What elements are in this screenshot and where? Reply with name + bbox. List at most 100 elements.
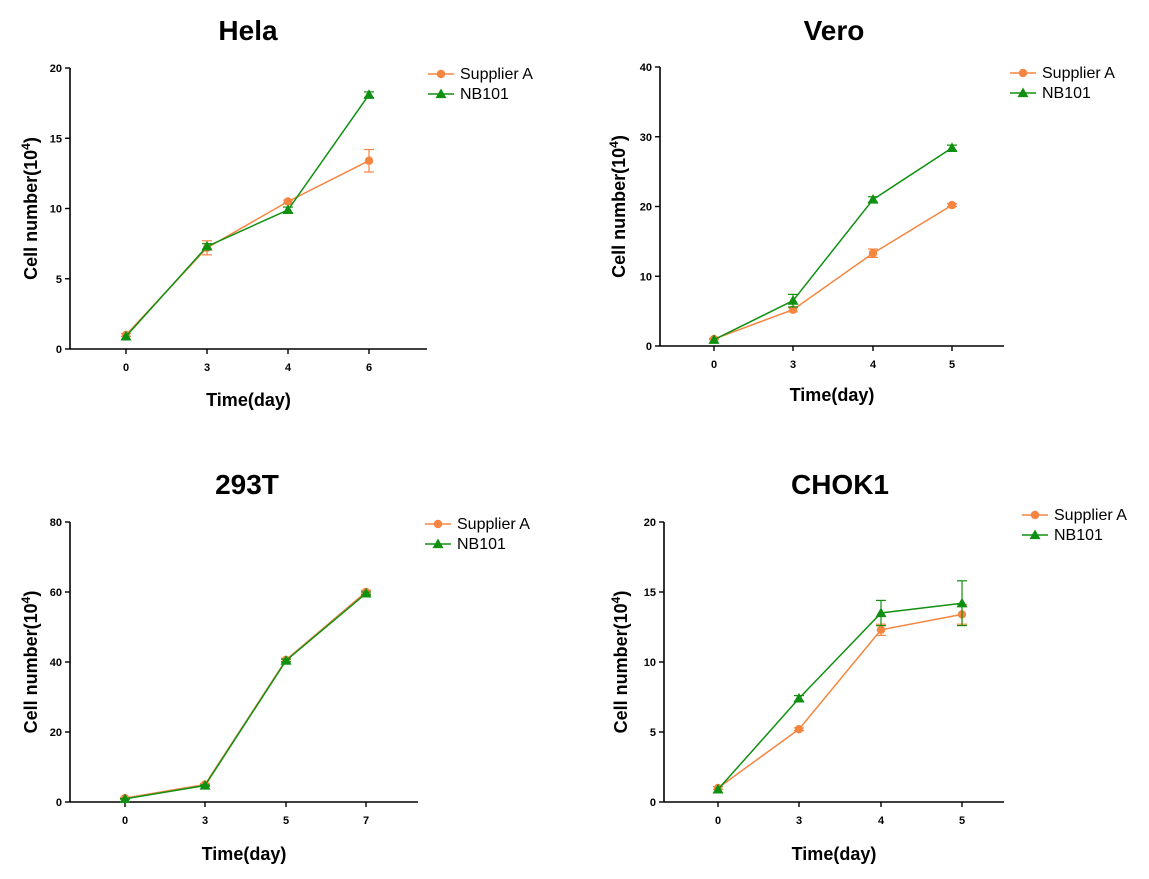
y-tick-label: 10 <box>640 271 652 283</box>
legend-marker <box>433 519 443 529</box>
series-nb101 <box>119 587 372 803</box>
legend-label: Supplier A <box>1054 507 1127 524</box>
data-point <box>119 793 131 803</box>
series-nb101 <box>708 142 958 344</box>
x-axis-label: Time(day) <box>202 844 287 864</box>
legend-marker <box>1030 510 1040 520</box>
data-point <box>787 295 799 305</box>
y-tick-label: 20 <box>50 727 62 739</box>
y-tick-label: 5 <box>650 727 656 739</box>
series-supplier-a <box>713 603 967 793</box>
y-axis-label: Cell number(104) <box>607 135 629 278</box>
data-point <box>120 330 132 341</box>
legend-marker <box>436 69 446 79</box>
legend-label: NB101 <box>1054 527 1103 544</box>
series-line <box>713 204 953 340</box>
data-point <box>712 783 724 794</box>
legend-label: Supplier A <box>1042 65 1115 82</box>
y-tick-label: 15 <box>644 587 656 599</box>
data-point <box>956 597 968 608</box>
x-tick-label: 3 <box>790 359 796 371</box>
data-point <box>794 725 804 734</box>
data-point <box>364 156 374 165</box>
series-line <box>124 592 367 800</box>
series-line <box>125 94 370 337</box>
data-point <box>201 240 213 251</box>
legend-marker <box>1017 87 1029 98</box>
chart-title: Vero <box>804 15 865 46</box>
x-tick-label: 4 <box>285 362 292 374</box>
data-point <box>793 692 805 703</box>
y-tick-label: 0 <box>56 344 62 356</box>
legend: Supplier A NB101 <box>1010 65 1115 102</box>
y-axis-label: Cell number(104) <box>609 591 631 734</box>
series-line <box>125 160 370 336</box>
chart-panel-293t: 293T 0 20 40 60 80 0 3 5 7 Time(day) Cell number(10… <box>19 469 530 864</box>
y-tick-label: 0 <box>56 797 62 809</box>
data-point <box>947 200 957 210</box>
chart-panel-vero: Vero 0 10 20 30 40 0 3 4 5 Time(day) Cell number(10… <box>607 15 1115 405</box>
legend-label: NB101 <box>457 536 506 553</box>
legend-marker <box>432 538 444 549</box>
data-point <box>708 334 720 344</box>
legend-label: Supplier A <box>460 66 533 83</box>
data-point <box>199 780 211 790</box>
legend-label: NB101 <box>460 86 509 103</box>
x-tick-label: 5 <box>959 815 965 827</box>
chart-panel-chok1: CHOK1 0 5 10 15 20 0 3 4 5 Time(day) Cell number(10… <box>609 469 1127 864</box>
data-point <box>788 305 798 314</box>
y-tick-label: 30 <box>640 132 652 144</box>
x-axis-label: Time(day) <box>792 844 877 864</box>
y-axis-label: Cell number(104) <box>19 591 41 734</box>
series-supplier-a <box>121 148 374 340</box>
series-supplier-a <box>709 200 957 344</box>
chart-title: 293T <box>215 469 279 500</box>
x-tick-label: 5 <box>283 815 289 827</box>
x-tick-label: 5 <box>949 359 955 371</box>
data-point <box>946 142 958 153</box>
y-tick-label: 15 <box>50 133 62 145</box>
data-point <box>868 249 878 258</box>
legend-marker <box>435 88 447 99</box>
y-tick-label: 40 <box>50 657 62 669</box>
legend-marker <box>1029 529 1041 540</box>
series-line <box>717 602 963 790</box>
series-line <box>713 147 953 341</box>
legend: Supplier A NB101 <box>428 66 533 103</box>
x-tick-label: 0 <box>711 359 717 371</box>
x-axis-label: Time(day) <box>206 390 291 410</box>
y-tick-label: 20 <box>50 63 62 75</box>
chart-panel-hela: Hela 0 5 10 15 20 0 3 4 6 Time(day) Cell number(104… <box>19 15 533 410</box>
x-tick-label: 4 <box>870 359 877 371</box>
x-tick-label: 4 <box>878 815 885 827</box>
y-axis-label: Cell number(104) <box>19 137 41 280</box>
legend: Supplier A NB101 <box>1022 507 1127 544</box>
data-point <box>875 607 887 618</box>
series-nb101 <box>120 89 375 341</box>
x-tick-label: 0 <box>715 815 721 827</box>
data-point <box>363 89 375 99</box>
y-tick-label: 10 <box>644 657 656 669</box>
chart-title: CHOK1 <box>791 469 889 500</box>
y-tick-label: 10 <box>50 204 62 216</box>
y-tick-label: 20 <box>640 202 652 214</box>
x-tick-label: 7 <box>363 815 369 827</box>
y-tick-label: 0 <box>650 797 656 809</box>
y-tick-label: 20 <box>644 517 656 529</box>
data-point <box>867 194 879 204</box>
legend-label: Supplier A <box>457 516 530 533</box>
data-point <box>280 655 292 665</box>
y-tick-label: 80 <box>50 517 62 529</box>
data-point <box>282 204 294 215</box>
data-point <box>283 197 293 206</box>
legend: Supplier A NB101 <box>425 516 530 553</box>
x-tick-label: 3 <box>202 815 208 827</box>
x-tick-label: 3 <box>796 815 802 827</box>
x-tick-label: 3 <box>204 362 210 374</box>
y-tick-label: 60 <box>50 587 62 599</box>
data-point <box>876 625 886 634</box>
series-line <box>717 613 963 789</box>
y-tick-label: 5 <box>56 274 62 286</box>
legend-marker <box>1018 68 1028 78</box>
